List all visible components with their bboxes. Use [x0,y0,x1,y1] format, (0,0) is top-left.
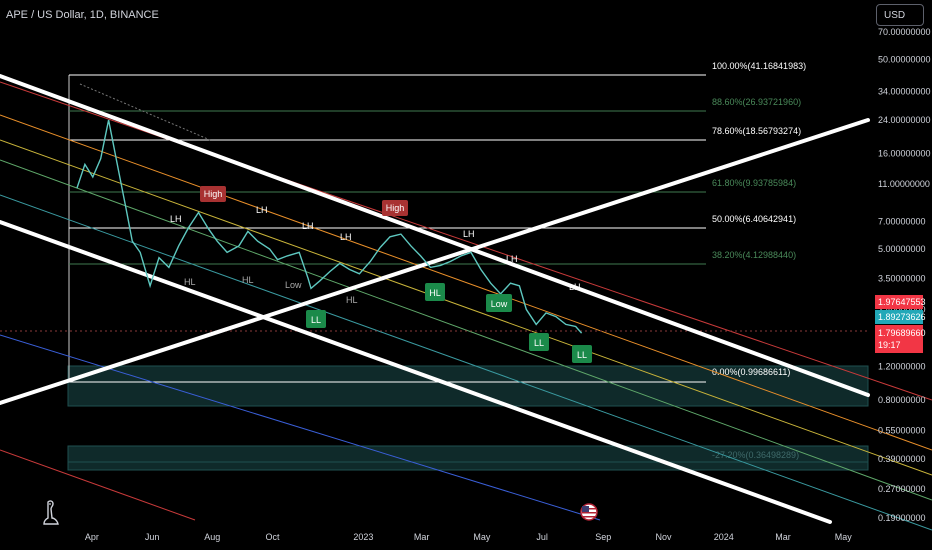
regression-line-red-lower [0,449,196,521]
fib-label-618: 61.80%(9.93785984) [712,178,796,188]
x-tick-label: May [473,532,491,542]
label-ll-2: LL [534,338,544,348]
y-tick-label: 7.00000000 [878,216,926,226]
regression-lines [0,81,932,531]
y-tick-label: 1.20000000 [878,361,926,371]
x-tick-label: Nov [656,532,673,542]
label-high-2-box [382,200,408,216]
label-lh-5: LH [463,229,475,239]
label-lh-4: LH [340,232,352,242]
y-tick-label: 0.27000000 [878,484,926,494]
label-hl-green: HL [429,288,441,298]
channel-lines [0,74,870,524]
y-tick-label: 2.40000000 [878,304,926,314]
regression-line-green [0,159,932,501]
zone-box-upper [67,365,869,407]
label-ll-2-box [529,333,549,351]
fib-label-382: 38.20%(4.12988440) [712,250,796,260]
y-tick-label: 24.00000000 [878,115,931,125]
y-axis[interactable]: 70.00000000 50.00000000 34.00000000 24.0000… [878,27,931,523]
x-tick-label: Jun [145,532,160,542]
x-axis[interactable]: Apr Jun Aug Oct 2023 Mar May Jul Sep Nov 2024 Mar Ma… [85,532,852,542]
label-ll-1-box [306,310,326,328]
price-badge-3: 1.79689660 [878,328,926,338]
label-hl-3: HL [346,295,358,305]
y-tick-label: 34.00000000 [878,86,931,96]
y-tick-label: 0.55000000 [878,426,926,436]
y-tick-label: 70.00000000 [878,27,931,37]
channel-rising [0,118,870,405]
label-lh-2: LH [256,205,268,215]
fib-lines [69,74,706,383]
price-badge-1: 1.97647553 [878,297,926,307]
x-tick-label: 2024 [714,532,734,542]
label-low-box [486,294,512,312]
price-badge-2-box [875,310,923,324]
dotted-trend [79,83,211,141]
chart-title: APE / US Dollar, 1D, BINANCE [6,9,159,21]
label-lh-7: LH [569,282,581,292]
y-tick-label: 0.19000000 [878,513,926,523]
x-tick-label: May [835,532,853,542]
price-badge-2: 1.89273626 [878,312,926,322]
price-badges: 1.97647553 1.89273626 1.79689660 19:17 [875,295,926,353]
regression-line-teal [0,194,932,531]
x-tick-label: Apr [85,532,99,542]
label-lh-1: LH [170,214,182,224]
label-high-2: High [386,203,405,213]
x-tick-label: 2023 [353,532,373,542]
x-tick-label: Mar [414,532,430,542]
price-badge-1-box [875,295,923,309]
x-tick-label: Mar [775,532,791,542]
label-high-1-box [200,186,226,202]
label-low-grey: Low [285,280,302,290]
us-flag-icon[interactable] [580,503,598,521]
fib-label-786: 78.60%(18.56793274) [712,126,801,136]
x-tick-label: Oct [266,532,281,542]
price-badge-time: 19:17 [878,340,901,350]
channel-lower [0,220,832,524]
price-series [76,119,583,334]
label-hl-1: HL [184,277,196,287]
y-tick-label: 16.00000000 [878,148,931,158]
label-low-green: Low [491,299,508,309]
y-tick-label: 5.00000000 [878,244,926,254]
label-high-1: High [204,189,223,199]
label-hl-box [425,283,445,301]
regression-line-yellow [0,139,932,476]
fib-label-0: 0.00%(0.99686611) [712,367,790,377]
label-ll-3: LL [577,350,587,360]
currency-button[interactable]: USD [876,4,924,26]
label-ll-1: LL [311,315,321,325]
x-tick-label: Jul [536,532,548,542]
y-tick-label: 50.00000000 [878,55,931,65]
tradingview-logo-icon[interactable] [40,500,62,526]
zone-box-lower [67,445,869,471]
y-tick-label: 3.50000000 [878,273,926,283]
label-ll-3-box [572,345,592,363]
label-hl-2: HL [242,275,254,285]
label-lh-6: LH [506,254,518,264]
y-tick-label: 0.80000000 [878,395,926,405]
fib-label-500: 50.00%(6.40642941) [712,214,796,224]
regression-line-orange [0,114,932,451]
label-lh-3: LH [302,221,314,231]
fib-label-100: 100.00%(41.16841983) [712,61,806,71]
price-badge-3-box [875,325,923,353]
x-tick-label: Sep [595,532,611,542]
fib-label-neg272: -27.20%(0.36498289) [712,450,799,460]
channel-upper [0,74,870,397]
y-tick-label: 0.39000000 [878,454,926,464]
regression-line-blue [0,334,601,521]
fib-label-886: 88.60%(26.93721960) [712,97,801,107]
y-tick-label: 11.00000000 [878,179,930,189]
x-tick-label: Aug [204,532,220,542]
